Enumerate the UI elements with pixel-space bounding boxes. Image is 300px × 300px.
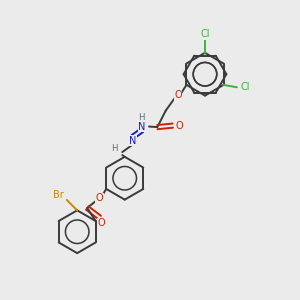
Text: Cl: Cl: [240, 82, 250, 92]
Text: H: H: [139, 112, 145, 122]
Text: N: N: [129, 136, 136, 146]
Text: O: O: [96, 194, 103, 203]
Text: Br: Br: [53, 190, 64, 200]
Text: O: O: [97, 218, 105, 228]
Text: O: O: [176, 121, 183, 130]
Text: H: H: [111, 144, 117, 153]
Text: Cl: Cl: [200, 29, 210, 39]
Text: O: O: [174, 90, 182, 100]
Text: N: N: [138, 122, 146, 131]
